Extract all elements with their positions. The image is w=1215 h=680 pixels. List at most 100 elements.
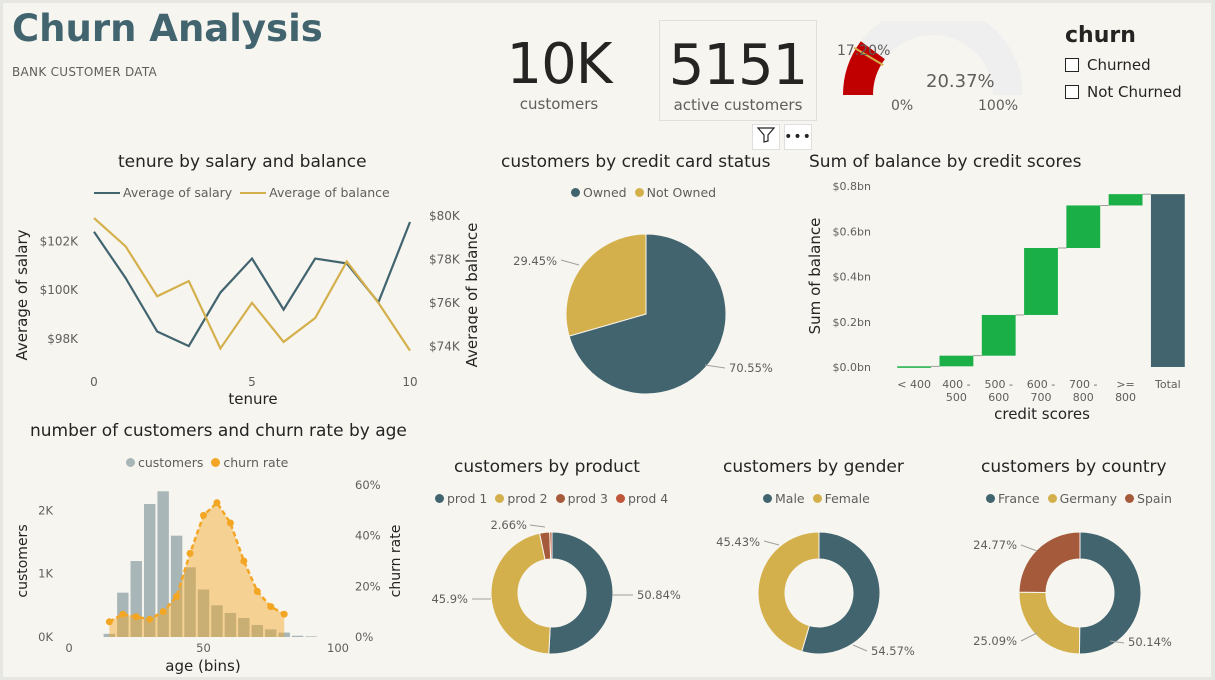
- gauge-min-label: 0%: [891, 98, 914, 114]
- customers-label: customers: [519, 95, 599, 113]
- active-customers-label: active customers: [673, 96, 803, 114]
- y-tick-label: $98K: [47, 332, 79, 346]
- chart-title: tenure by salary and balance: [118, 152, 367, 172]
- chart-legend: prod 1 prod 2 prod 3 prod 4: [435, 491, 672, 506]
- filter-button[interactable]: [752, 124, 780, 150]
- customers-bar: [224, 612, 237, 637]
- customers-bar: [291, 635, 304, 637]
- customers-bar: [238, 618, 250, 637]
- y2-tick-label: 0%: [355, 630, 373, 644]
- leader-line: [1020, 632, 1038, 642]
- balance-credit-chart-visual[interactable]: Sum of balance by credit scores $0.0bn $0…: [801, 150, 1201, 430]
- legend-item: prod 3: [555, 491, 608, 506]
- report-canvas: Churn Analysis BANK CUSTOMER DATA 10K cu…: [3, 3, 1211, 677]
- gender-chart-visual[interactable]: customers by gender Male Female 54.57% 45…: [703, 455, 943, 677]
- x-tick-label: 0: [65, 641, 72, 655]
- slicer-option-label: Churned: [1087, 56, 1151, 74]
- y2-tick-label: $80K: [429, 209, 461, 223]
- x-axis-label: credit scores: [994, 405, 1090, 423]
- chart-title: customers by product: [454, 457, 640, 477]
- customers-bar: [103, 633, 116, 637]
- churn-rate-point: [105, 618, 113, 626]
- churn-rate-point: [226, 519, 234, 527]
- waterfall-bar: [1108, 194, 1143, 206]
- waterfall-bar: [897, 366, 932, 368]
- y-tick-label: $0.0bn: [833, 361, 871, 374]
- x-tick-label: 600: [988, 391, 1009, 404]
- leader-line: [1020, 544, 1038, 552]
- legend-item: prod 1: [435, 491, 487, 506]
- y2-tick-label: 40%: [355, 529, 381, 543]
- slice-owned: [568, 233, 727, 395]
- data-label: 2.66%: [490, 518, 527, 532]
- tenure-chart-visual[interactable]: tenure by salary and balance Average of …: [8, 150, 478, 410]
- leader-line: [560, 259, 580, 266]
- data-label: 50.14%: [1128, 635, 1172, 649]
- customers-value: 10K: [506, 32, 613, 97]
- x-axis-label: tenure: [228, 390, 277, 408]
- series-line-salary: [93, 221, 412, 348]
- churn-rate-point: [173, 592, 181, 600]
- churn-rate-point: [132, 613, 140, 621]
- legend-item: Female: [812, 491, 870, 506]
- more-options-icon: •••: [784, 129, 812, 145]
- legend-item: Spain: [1125, 491, 1172, 506]
- chart-legend: Owned Not Owned: [571, 185, 720, 200]
- legend-item: Male: [763, 491, 805, 506]
- data-label: 54.57%: [871, 644, 915, 658]
- customers-bar: [130, 561, 142, 637]
- age-chart-visual[interactable]: number of customers and churn rate by ag…: [8, 419, 408, 677]
- churn-gauge: 17.20% 20.37% 0% 100%: [823, 5, 1043, 121]
- x-tick-label: 800: [1115, 391, 1136, 404]
- product-donut: 50.84% 45.9% 2.66%: [431, 518, 681, 655]
- legend-item: churn rate: [211, 455, 288, 470]
- y-tick-label: $100K: [40, 283, 80, 297]
- y2-tick-label: $74K: [429, 339, 461, 353]
- y2-tick-label: $76K: [429, 296, 461, 310]
- slicer-option-not-churned[interactable]: Not Churned: [1065, 83, 1205, 101]
- customers-card: 10K customers: [493, 35, 625, 119]
- legend-item: prod 2: [495, 491, 548, 506]
- data-label: 25.09%: [973, 634, 1017, 648]
- leader-line: [704, 364, 726, 369]
- chart-title: number of customers and churn rate by ag…: [30, 421, 407, 441]
- slicer-title: churn: [1065, 23, 1136, 48]
- gender-donut: 54.57% 45.43%: [716, 531, 915, 658]
- gauge-value-label: 20.37%: [926, 71, 995, 92]
- gauge-track: [843, 5, 1023, 95]
- waterfall-bar: [1150, 194, 1185, 367]
- chart-legend: France Germany Spain: [986, 491, 1176, 506]
- y2-axis-label: churn rate: [388, 525, 404, 598]
- churn-rate-point: [200, 511, 207, 519]
- data-label: 24.77%: [973, 538, 1017, 552]
- age-combo-chart: 0K 1K 2K 0% 20% 40% 60% 0 50 100 age (bins) custome…: [15, 478, 404, 675]
- filter-icon: [756, 127, 776, 147]
- y2-tick-label: 20%: [355, 579, 381, 593]
- slicer-option-churned[interactable]: Churned: [1065, 56, 1205, 74]
- customers-bar: [197, 589, 210, 637]
- customers-bar: [143, 504, 156, 637]
- legend-item: Germany: [1047, 491, 1117, 506]
- churn-rate-point: [240, 557, 248, 565]
- x-tick-label: 10: [402, 375, 417, 389]
- more-options-button[interactable]: •••: [784, 124, 812, 150]
- x-tick-label: 600 -: [1027, 378, 1055, 391]
- country-chart-visual[interactable]: customers by country France Germany Spai…: [953, 455, 1208, 677]
- checkbox[interactable]: [1065, 85, 1079, 99]
- data-label: 50.84%: [637, 588, 681, 602]
- customers-bar: [305, 636, 317, 637]
- chart-legend: Average of salary Average of balance: [94, 185, 394, 200]
- product-chart-visual[interactable]: customers by product prod 1 prod 2 prod …: [421, 455, 701, 677]
- checkbox[interactable]: [1065, 58, 1079, 72]
- chart-title: customers by credit card status: [501, 152, 771, 172]
- x-tick-label: 500: [946, 391, 967, 404]
- gauge-fill: [843, 41, 885, 95]
- slice-female: [757, 531, 820, 653]
- credit-card-chart-visual[interactable]: customers by credit card status Owned No…: [493, 150, 793, 410]
- y-tick-label: $0.2bn: [833, 316, 871, 329]
- churn-rate-point: [159, 608, 167, 616]
- legend-item: Average of salary: [94, 185, 232, 200]
- churn-rate-point: [253, 587, 261, 595]
- slicer-option-label: Not Churned: [1087, 83, 1182, 101]
- country-donut: 50.14% 25.09% 24.77%: [973, 531, 1172, 655]
